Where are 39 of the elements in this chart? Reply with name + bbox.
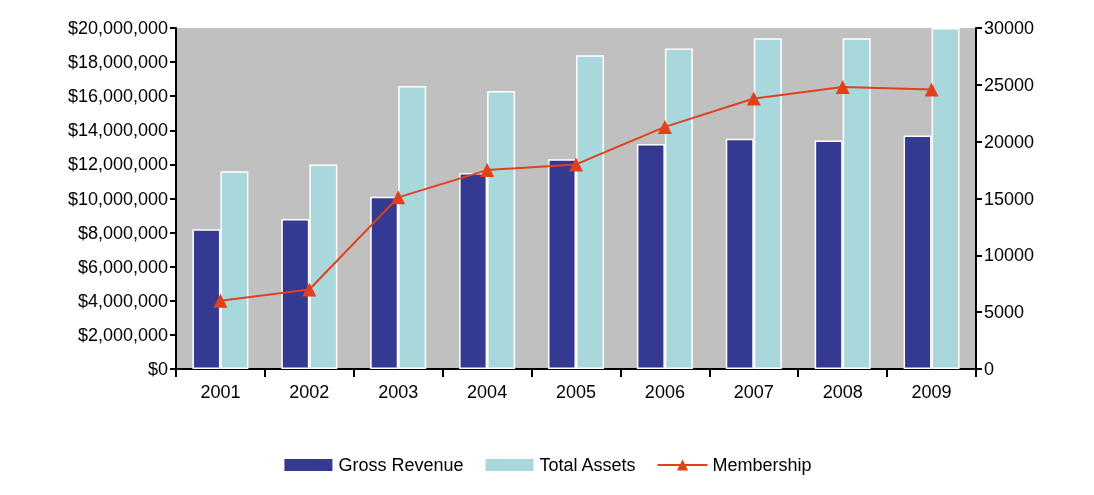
x-tick-label: 2008: [822, 382, 863, 402]
point: [213, 293, 228, 308]
y-tick-label: $18,000,000: [67, 52, 168, 73]
x-tick-label: 2007: [733, 382, 774, 402]
point: [657, 119, 672, 134]
x-tick-label: 2001: [200, 382, 241, 402]
y-tick-label: $0: [147, 359, 168, 379]
y2-tick-label: 25000: [984, 74, 1035, 95]
y-tick-label: $6,000,000: [77, 256, 168, 277]
y2-tick-label: 10000: [984, 245, 1035, 266]
y-tick-label: $4,000,000: [77, 290, 168, 311]
legend-label: Membership: [712, 455, 812, 475]
x-tick-label: 2003: [378, 382, 419, 402]
point: [746, 91, 761, 106]
y-tick-label: $14,000,000: [67, 120, 168, 141]
x-tick-label: 2002: [289, 382, 330, 402]
point: [391, 190, 406, 205]
y2-tick-label: 15000: [984, 188, 1035, 209]
legend-label: Total Assets: [539, 455, 636, 475]
y2-tick-label: 20000: [984, 131, 1035, 152]
y2-tick-label: 0: [984, 359, 995, 379]
y-tick-label: $20,000,000: [67, 18, 168, 38]
x-tick-label: 2006: [644, 382, 685, 402]
x-tick-label: 2005: [555, 382, 597, 402]
point: [569, 157, 583, 172]
legend-label: Gross Revenue: [338, 455, 464, 475]
point: [480, 163, 495, 178]
y-tick-label: $2,000,000: [77, 324, 168, 345]
y-tick-label: $12,000,000: [67, 154, 168, 175]
y-tick-label: $16,000,000: [67, 86, 168, 107]
y-tick-label: $8,000,000: [77, 222, 168, 243]
x-tick-label: 2004: [467, 382, 508, 402]
point: [835, 80, 850, 95]
point: [302, 282, 317, 297]
y2-tick-label: 5000: [984, 302, 1025, 323]
y-tick-label: $10,000,000: [67, 188, 168, 209]
x-tick-label: 2009: [911, 382, 952, 402]
y2-tick-label: 30000: [984, 18, 1035, 38]
point: [924, 82, 939, 97]
